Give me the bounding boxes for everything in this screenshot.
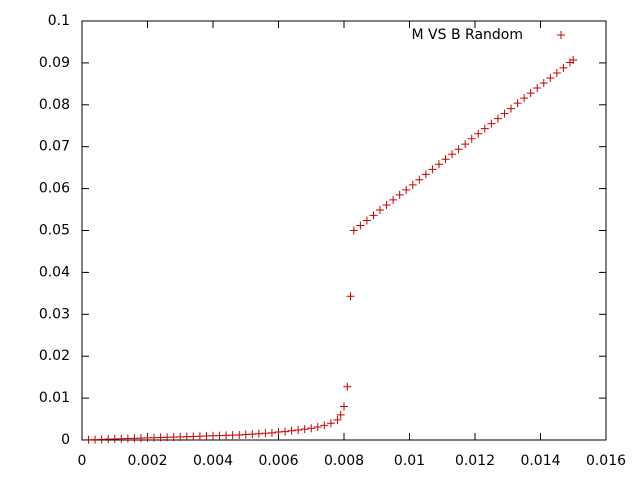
data-point: [300, 425, 309, 434]
x-tick-label: 0.004: [193, 453, 233, 469]
data-point: [428, 165, 437, 174]
data-point: [533, 84, 542, 93]
x-tick-label: 0: [78, 453, 87, 469]
data-point: [362, 216, 371, 225]
data-point: [281, 427, 290, 436]
y-tick-label: 0: [61, 432, 70, 448]
data-point: [287, 426, 296, 435]
x-tick-label: 0.012: [455, 453, 495, 469]
data-point: [513, 99, 522, 108]
data-point: [382, 200, 391, 209]
data-point: [267, 428, 276, 437]
y-tick-label: 0.1: [48, 13, 70, 29]
y-tick-label: 0.06: [39, 181, 70, 197]
data-point: [526, 89, 535, 98]
data-point: [402, 185, 411, 194]
data-point: [461, 140, 470, 149]
data-point: [408, 180, 417, 189]
x-tick-label: 0.016: [586, 453, 626, 469]
data-point: [569, 55, 578, 64]
data-point: [500, 109, 509, 118]
data-point: [376, 205, 385, 214]
data-point: [493, 114, 502, 123]
data-point: [320, 421, 329, 430]
y-tick-label: 0.03: [39, 306, 70, 322]
y-tick-label: 0.07: [39, 139, 70, 155]
data-point: [480, 124, 489, 133]
data-point: [369, 211, 378, 220]
y-tick-label: 0.08: [39, 97, 70, 113]
x-tick-label: 0.006: [258, 453, 298, 469]
x-tick-label: 0.002: [127, 453, 167, 469]
data-point: [336, 410, 345, 419]
legend-marker: [557, 31, 565, 39]
data-point: [395, 190, 404, 199]
data-point: [326, 419, 335, 428]
data-point: [349, 226, 358, 235]
plot-border: [81, 20, 607, 441]
x-tick-label: 0.01: [394, 453, 425, 469]
data-point: [307, 424, 316, 433]
data-point: [546, 73, 555, 82]
legend-label: M VS B Random: [412, 27, 523, 43]
data-point: [454, 145, 463, 154]
data-point: [421, 170, 430, 179]
data-point: [559, 63, 568, 72]
data-point: [346, 292, 355, 301]
y-tick-label: 0.01: [39, 390, 70, 406]
data-point: [448, 150, 457, 159]
data-point: [415, 175, 424, 184]
y-tick-label: 0.05: [39, 223, 70, 239]
data-point: [340, 402, 348, 411]
y-tick-label: 0.02: [39, 348, 70, 364]
data-point: [441, 155, 450, 164]
data-point: [552, 68, 561, 77]
data-point: [487, 119, 496, 128]
data-point: [467, 134, 476, 143]
data-point: [343, 382, 352, 391]
x-tick-label: 0.008: [324, 453, 364, 469]
data-point: [389, 195, 398, 204]
data-point: [356, 221, 365, 230]
data-point: [520, 94, 529, 103]
data-point: [434, 160, 443, 169]
data-point: [539, 79, 548, 88]
data-point: [313, 423, 322, 432]
x-tick-label: 0.014: [520, 453, 560, 469]
data-point: [294, 425, 303, 434]
y-tick-label: 0.04: [39, 264, 70, 280]
data-point: [474, 129, 483, 138]
data-point: [507, 104, 516, 113]
y-tick-label: 0.09: [39, 55, 70, 71]
data-point: [333, 415, 342, 424]
